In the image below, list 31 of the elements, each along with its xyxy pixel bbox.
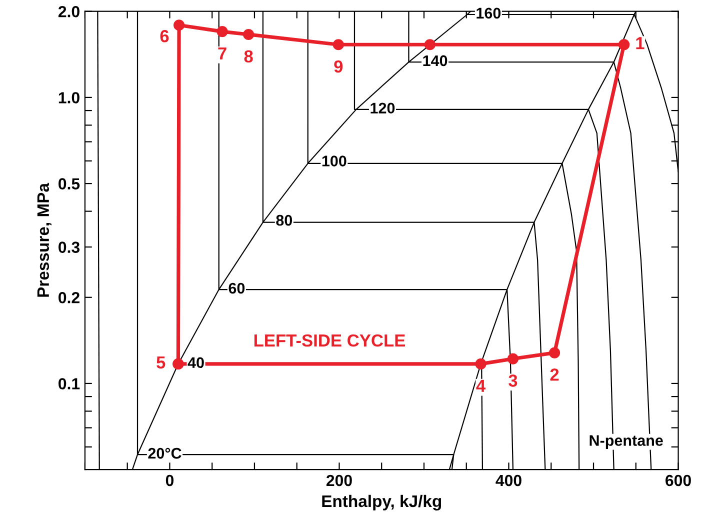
y-tick-label: 0.5 [58,178,80,190]
annotation: 160 [476,8,501,19]
annotation: 6 [160,30,169,42]
annotation: 80 [276,214,292,226]
annotation: 4 [476,380,486,392]
annotation: N-pentane [590,435,663,449]
y-tick-label: 2.0 [58,6,80,18]
annotation: 5 [156,356,166,369]
y-tick-label: 0.1 [58,378,80,390]
annotation: 40 [188,357,204,368]
x-tick-label: 600 [666,474,691,486]
annotation: 120 [370,102,395,114]
annotation: 7 [218,47,226,60]
annotation: 60 [228,282,245,294]
annotation: 9 [334,60,343,73]
y-tick-label: 1.0 [58,92,80,104]
annotation: 1 [636,37,644,50]
x-tick-label: 400 [496,474,522,486]
x-tick-label: 0 [166,474,174,486]
series-label: LEFT-SIDE CYCLE [254,334,406,347]
x-axis-title: Enthalpy, kJ/kg [322,494,442,510]
annotation: 8 [244,50,253,63]
annotation: 20°C [148,448,182,459]
annotation: 2 [550,368,559,381]
y-tick-label: 0.2 [58,292,80,304]
annotation: 140 [423,55,448,66]
annotation: 100 [322,156,346,166]
y-axis-title: Pressure, MPa [37,182,52,297]
y-tick-label: 0.3 [58,242,80,253]
x-tick-label: 200 [326,474,352,486]
annotation: 3 [508,374,518,387]
